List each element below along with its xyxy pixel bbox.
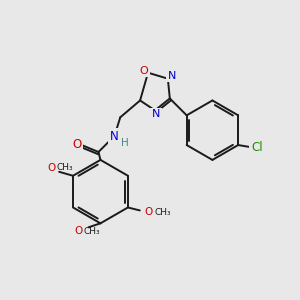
Text: O: O — [72, 138, 81, 151]
Text: O: O — [145, 207, 153, 218]
Text: N: N — [110, 130, 119, 142]
Text: O: O — [140, 66, 148, 76]
Text: O: O — [74, 226, 83, 236]
Text: N: N — [152, 109, 160, 119]
Text: H: H — [122, 138, 129, 148]
Text: CH₃: CH₃ — [56, 163, 73, 172]
Text: O: O — [47, 163, 55, 173]
Text: CH₃: CH₃ — [84, 227, 100, 236]
Text: N: N — [168, 71, 176, 81]
Text: CH₃: CH₃ — [155, 208, 171, 217]
Text: Cl: Cl — [251, 140, 263, 154]
